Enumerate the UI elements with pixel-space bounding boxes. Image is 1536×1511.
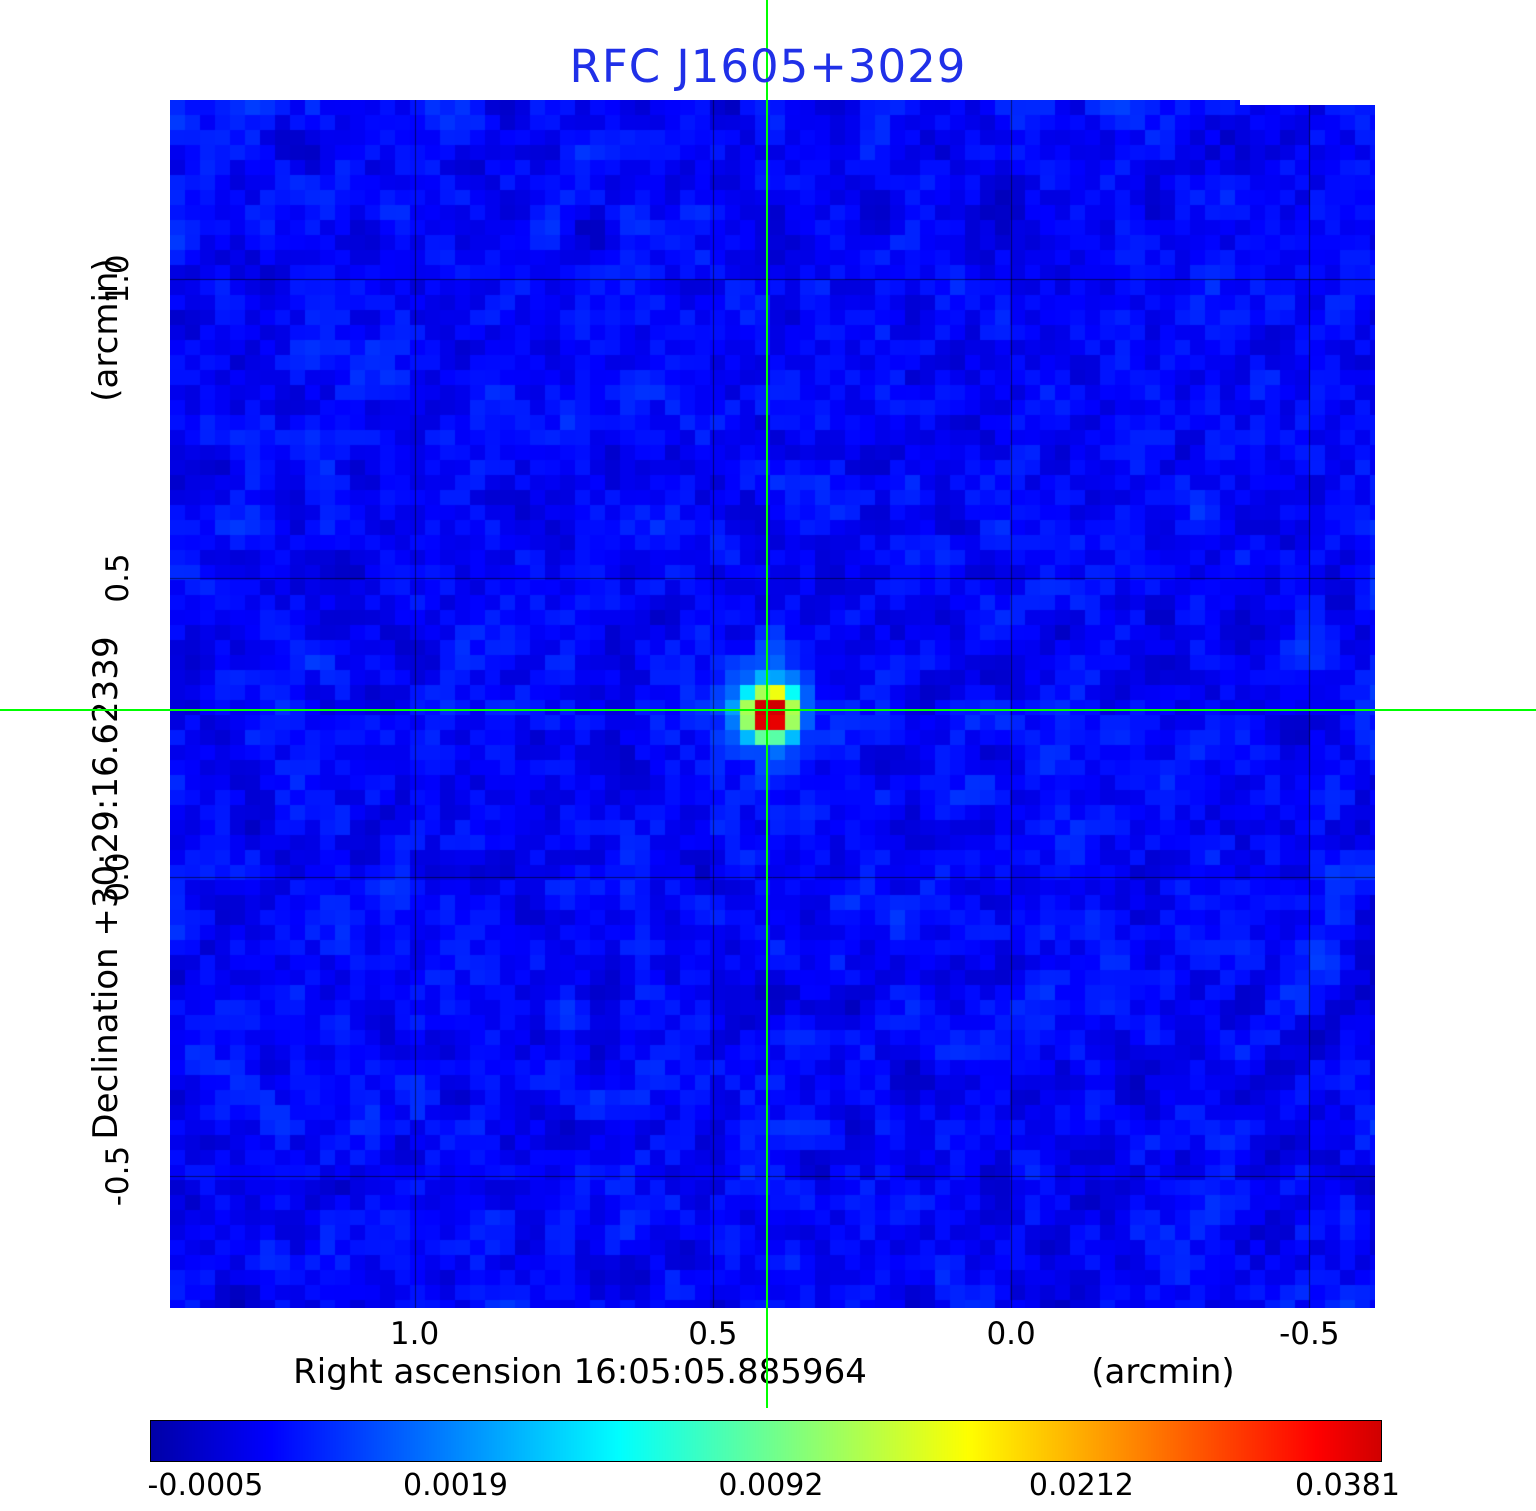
colorbar-tick-label: 0.0212: [1028, 1468, 1134, 1503]
colorbar: [150, 1420, 1382, 1462]
crosshair-horizontal-line: [0, 708, 1536, 711]
colorbar-tick-label: 0.0092: [718, 1468, 824, 1503]
crosshair-vertical-line: [765, 0, 768, 1408]
y-axis-unit-label: (arcmin): [86, 258, 126, 402]
colorbar-gradient-canvas: [151, 1421, 1381, 1461]
chart-title: RFC J1605+3029: [569, 40, 967, 93]
y-axis-tick-label: -0.5: [100, 1146, 136, 1207]
x-axis-unit-label: (arcmin): [1091, 1352, 1235, 1392]
colorbar-tick-labels: -0.0005 0.0019 0.0092 0.0212 0.0381: [147, 1468, 1400, 1506]
x-axis-tick-label: 0.5: [688, 1316, 738, 1352]
x-axis-tick-label: -0.5: [1279, 1316, 1340, 1352]
x-axis-label: Right ascension 16:05:05.885964: [293, 1352, 867, 1392]
render-artifact-strip: [1240, 100, 1375, 105]
heatmap-canvas: [170, 100, 1375, 1308]
colorbar-tick-label: 0.0381: [1295, 1468, 1400, 1503]
y-axis-label: Declination +30:29:16.62339: [86, 636, 126, 1140]
colorbar-tick-label: -0.0005: [147, 1468, 264, 1503]
x-axis-tick-label: 0.0: [986, 1316, 1036, 1352]
colorbar-tick-label: 0.0019: [403, 1468, 509, 1503]
heatmap-plot: [170, 100, 1375, 1308]
x-axis-tick-label: 1.0: [389, 1316, 440, 1352]
y-axis-tick-label: 0.5: [100, 553, 136, 604]
